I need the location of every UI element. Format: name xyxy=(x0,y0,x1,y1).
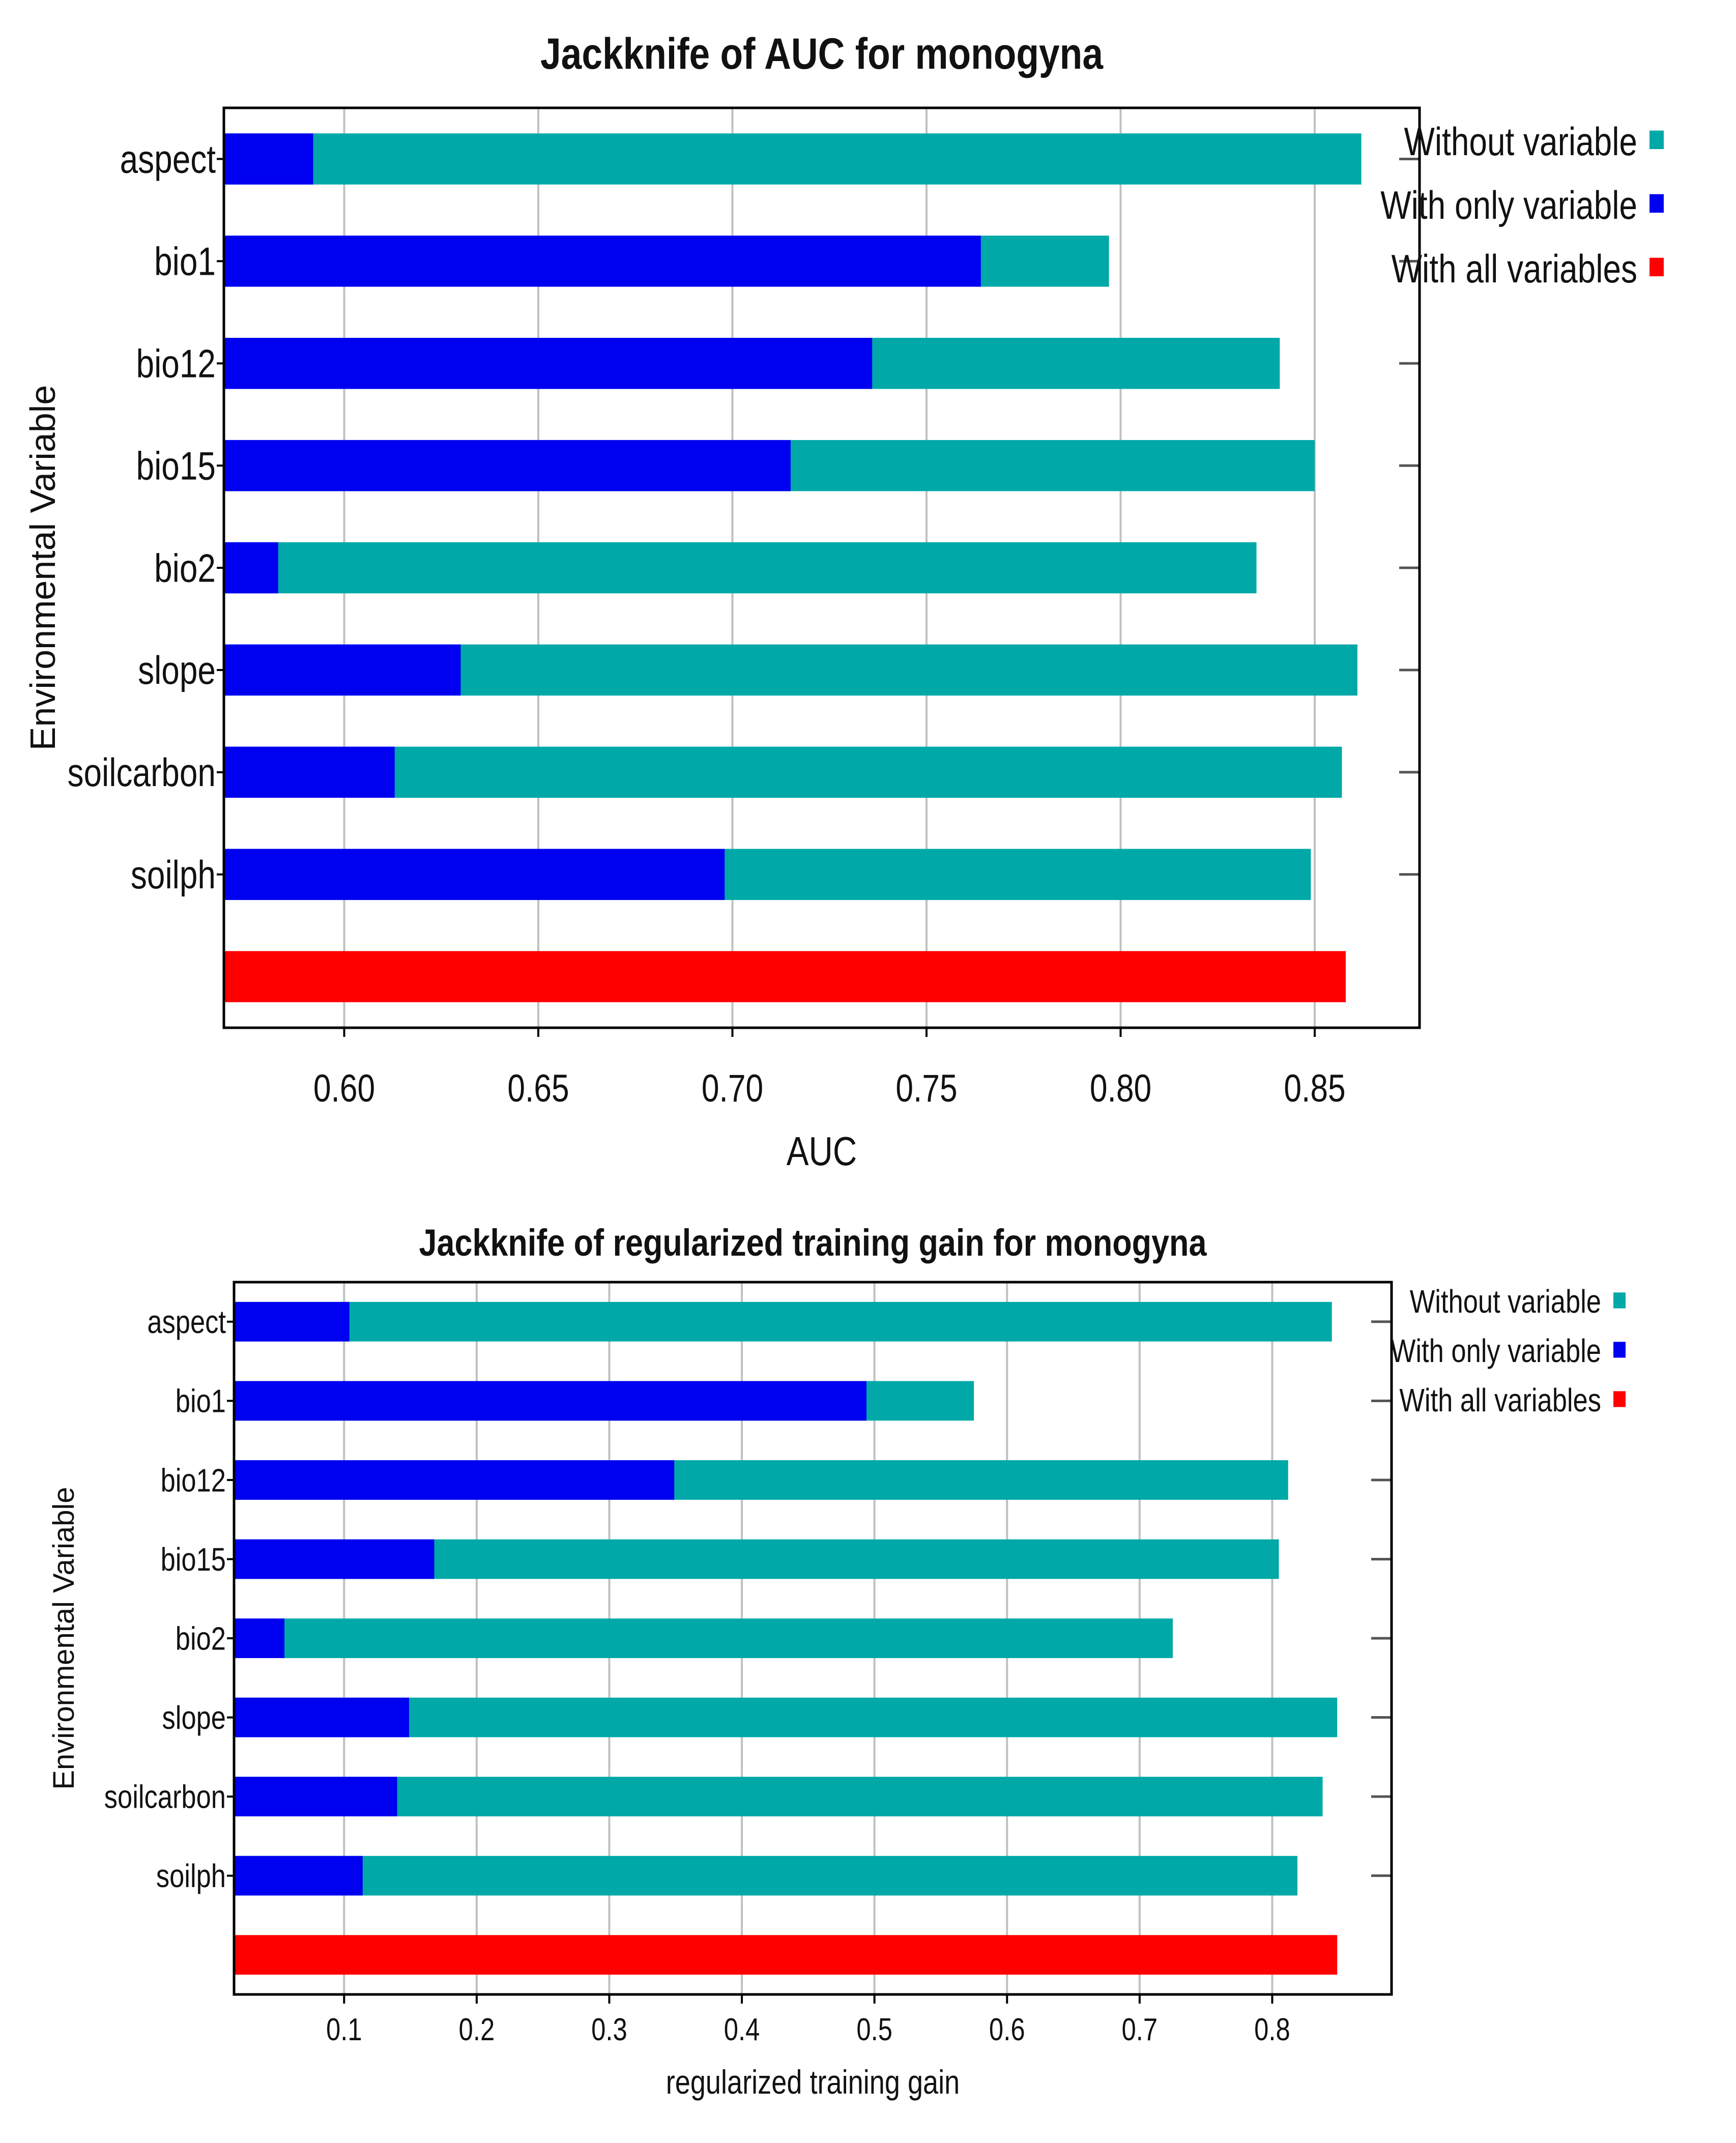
bar-with-only-bio12 xyxy=(234,1460,675,1500)
bar-with-only-bio12 xyxy=(224,338,873,389)
x-tick-label: 0.4 xyxy=(724,2012,760,2047)
bar-with-only-bio2 xyxy=(224,542,278,594)
bar-without-bio2 xyxy=(234,1618,1173,1658)
bar-with-only-soilcarbon xyxy=(224,746,395,798)
bar-with-only-bio15 xyxy=(224,440,791,491)
auc-jackknife-panel: 0.60 0.65 0.70 0.75 0.80 0.85 aspect bio1 bio12 b… xyxy=(23,29,1664,1174)
x-tick-label: 0.85 xyxy=(1284,1066,1345,1110)
category-label-soilph: soilph xyxy=(156,1858,226,1894)
legend-label-with-all-variables: With all variables xyxy=(1392,247,1637,291)
bar-without-soilph xyxy=(234,1856,1297,1896)
category-label-slope: slope xyxy=(162,1700,226,1736)
category-label-soilcarbon: soilcarbon xyxy=(104,1779,226,1815)
bar-without-soilcarbon xyxy=(224,746,1342,798)
bar-with-only-soilcarbon xyxy=(234,1777,397,1816)
bar-with-only-bio15 xyxy=(234,1539,435,1579)
legend-swatch-without-variable xyxy=(1613,1292,1626,1309)
category-label-bio15: bio15 xyxy=(161,1542,226,1578)
y-axis-label: Environmental Variable xyxy=(23,385,63,751)
category-label-bio2: bio2 xyxy=(154,546,216,590)
category-label-bio2: bio2 xyxy=(176,1621,226,1657)
bar-without-soilcarbon xyxy=(234,1777,1323,1816)
bar-with-only-soilph xyxy=(224,849,725,900)
bar-with-only-bio2 xyxy=(234,1618,285,1658)
x-tick-label: 0.8 xyxy=(1254,2012,1290,2047)
category-label-soilcarbon: soilcarbon xyxy=(68,750,216,795)
legend-label-with-only-variable: With only variable xyxy=(1391,1333,1601,1369)
x-tick-label: 0.6 xyxy=(989,2012,1025,2047)
legend-label-without-variable: Without variable xyxy=(1404,120,1637,164)
x-axis-label: regularized training gain xyxy=(666,2063,960,2101)
x-tick-label: 0.2 xyxy=(459,2012,495,2047)
gain-jackknife-panel: 0.1 0.2 0.3 0.4 0.5 0.6 0.7 0.8 aspect bio1 bio12 b… xyxy=(0,1201,1736,2143)
bar-with-only-slope xyxy=(234,1697,409,1737)
gain-jackknife-chart: 0.1 0.2 0.3 0.4 0.5 0.6 0.7 0.8 aspect bio1 bio12 b… xyxy=(47,1222,1626,2101)
category-label-bio1: bio1 xyxy=(176,1383,226,1420)
x-tick-label: 0.60 xyxy=(313,1066,375,1110)
x-axis-label: AUC xyxy=(787,1128,857,1174)
x-tick-label: 0.7 xyxy=(1122,2012,1158,2047)
category-label-bio1: bio1 xyxy=(154,240,216,284)
category-label-bio12: bio12 xyxy=(161,1462,226,1498)
bar-without-aspect xyxy=(224,133,1362,185)
x-tick-label: 0.3 xyxy=(591,2012,627,2047)
category-label-bio15: bio15 xyxy=(136,444,216,488)
category-label-bio12: bio12 xyxy=(136,342,216,386)
x-tick-label: 0.65 xyxy=(507,1066,569,1110)
chart-title: Jackknife of regularized training gain f… xyxy=(419,1222,1207,1264)
plot-frame xyxy=(222,106,1421,1029)
legend-label-without-variable: Without variable xyxy=(1410,1284,1601,1320)
legend-swatch-with-only-variable xyxy=(1613,1342,1626,1358)
bar-without-slope xyxy=(234,1697,1338,1737)
category-label-soilph: soilph xyxy=(131,853,216,897)
bar-with-all-variables xyxy=(234,1935,1338,1975)
legend-swatch-without-variable xyxy=(1650,130,1664,150)
bar-with-only-aspect xyxy=(224,133,313,185)
bar-with-only-aspect xyxy=(234,1301,350,1342)
bar-with-only-soilph xyxy=(234,1856,363,1896)
category-label-aspect: aspect xyxy=(120,137,216,182)
category-label-aspect: aspect xyxy=(147,1304,226,1340)
auc-jackknife-chart: 0.60 0.65 0.70 0.75 0.80 0.85 aspect bio1 bio12 b… xyxy=(23,29,1664,1174)
x-tick-label: 0.75 xyxy=(895,1066,957,1110)
plot-frame xyxy=(233,1281,1393,1996)
y-axis-label: Environmental Variable xyxy=(47,1487,80,1789)
legend-swatch-with-all-variables xyxy=(1650,257,1664,277)
bar-without-bio2 xyxy=(224,542,1257,594)
category-label-slope: slope xyxy=(138,648,216,692)
legend-swatch-with-only-variable xyxy=(1650,194,1664,213)
bar-with-only-bio1 xyxy=(224,236,981,287)
bar-with-only-slope xyxy=(224,644,461,696)
bar-with-only-bio1 xyxy=(234,1381,867,1421)
bar-with-all-variables xyxy=(224,951,1346,1002)
legend-label-with-only-variable: With only variable xyxy=(1380,183,1637,227)
bar-without-aspect xyxy=(234,1301,1332,1342)
x-tick-label: 0.80 xyxy=(1090,1066,1151,1110)
legend-label-with-all-variables: With all variables xyxy=(1399,1382,1601,1418)
x-tick-label: 0.70 xyxy=(702,1066,763,1110)
x-tick-label: 0.5 xyxy=(856,2012,892,2047)
legend-swatch-with-all-variables xyxy=(1613,1391,1626,1407)
chart-title: Jackknife of AUC for monogyna xyxy=(540,29,1104,78)
x-tick-label: 0.1 xyxy=(326,2012,362,2047)
